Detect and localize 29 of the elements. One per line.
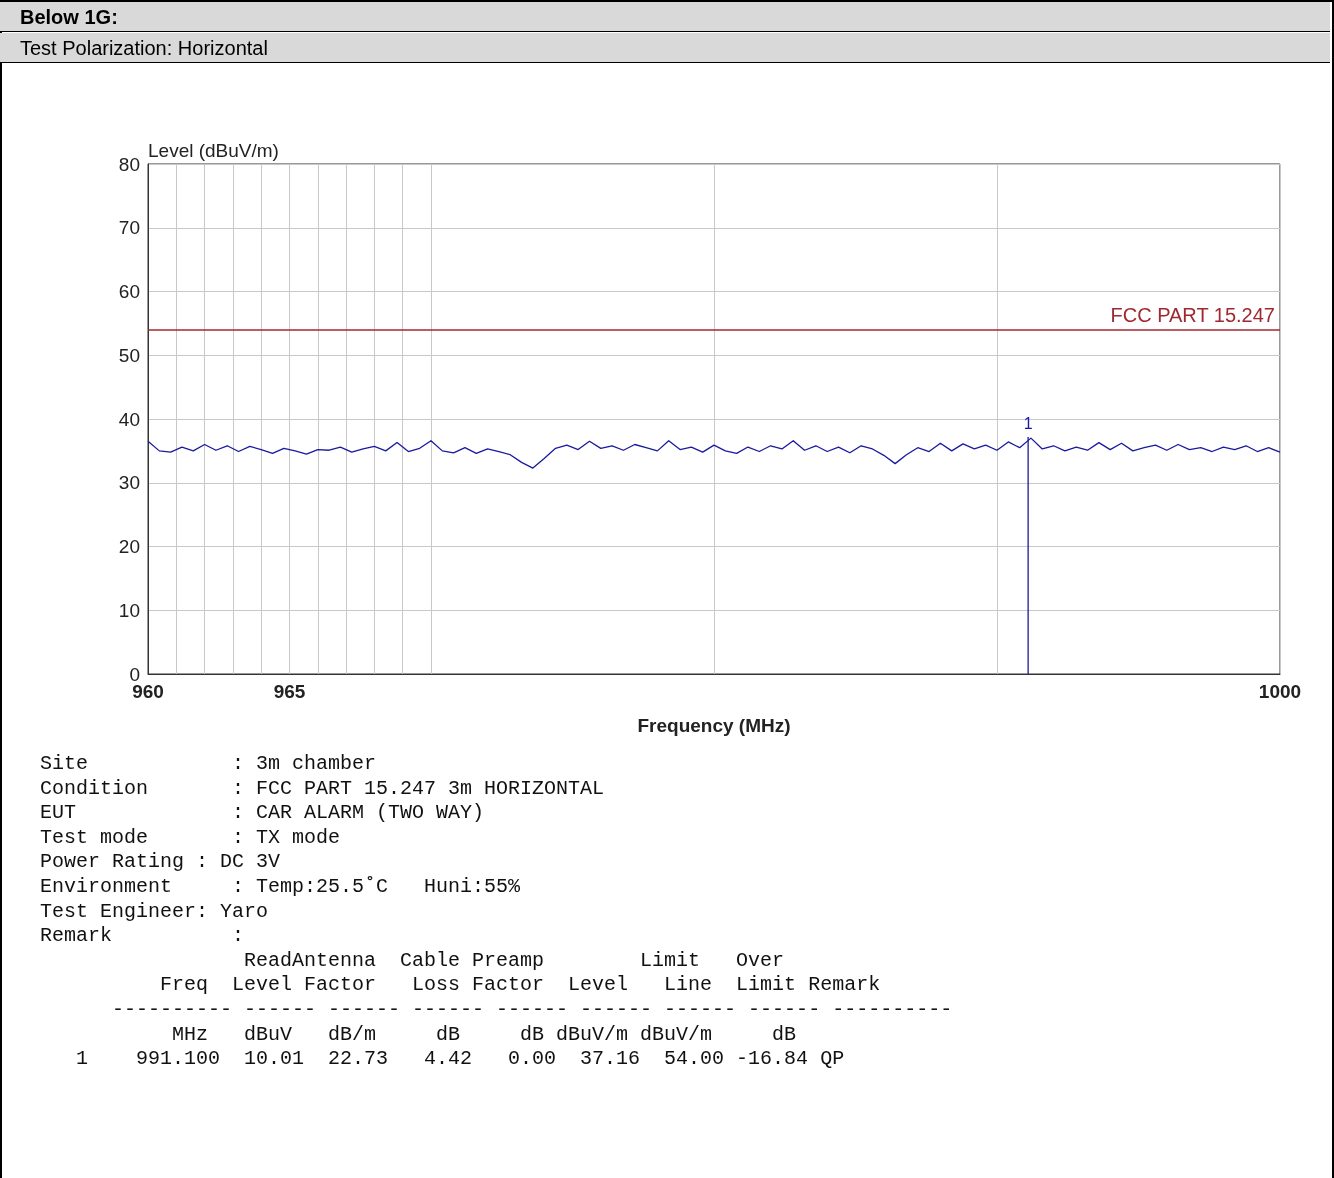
text: Condition : FCC PART 15.247 3m HORIZONTAL — [40, 776, 605, 800]
y-tick-label: 50 — [118, 344, 140, 366]
text: EUT : CAR ALARM (TWO WAY) — [40, 801, 485, 825]
y-tick-label: 70 — [118, 217, 140, 239]
text: Environment : Temp:25.5˚C Huni:55% — [40, 874, 521, 898]
annotation: 1 — [1023, 414, 1033, 432]
x-tick-label: 1000 — [1258, 681, 1302, 702]
y-tick-label: 80 — [118, 153, 140, 175]
text: Test Engineer: Yaro — [40, 899, 269, 923]
chart-title: Below 1G: — [0, 2, 1330, 32]
y-axis-title: Level (dBuV/m) — [148, 140, 279, 161]
ref-line-label: FCC PART 15.247 — [1110, 303, 1275, 326]
text: 1 991.100 10.01 22.73 4.42 0.00 37.16 54.00 -16.84 QP — [76, 1047, 845, 1071]
text: ---------- ------ ------ ------ ------ ------ ------ ------ ---------- — [112, 997, 953, 1021]
x-axis-title: Frequency (MHz) — [637, 715, 791, 736]
y-tick-label: 40 — [118, 408, 140, 430]
chart-subtitle: Test Polarization: Horizontal — [0, 33, 1330, 63]
text: MHz dBuV dB/m dB dB dBuV/m dBuV/m dB — [172, 1022, 797, 1046]
y-tick-label: 60 — [118, 281, 140, 302]
text: Test mode : TX mode — [40, 825, 341, 849]
x-tick-label: 965 — [273, 681, 306, 702]
text: Freq Level Factor Loss Factor Level Line Limit Remark — [160, 973, 881, 997]
text: Power Rating : DC 3V — [40, 850, 281, 874]
text: ReadAntenna Cable Preamp Limit Over — [244, 948, 785, 972]
y-tick-label: 30 — [118, 472, 140, 494]
y-tick-label: 20 — [118, 536, 140, 557]
y-tick-label: 10 — [118, 599, 140, 621]
text: Remark : — [40, 924, 245, 948]
text: Site : 3m chamber — [40, 752, 377, 775]
